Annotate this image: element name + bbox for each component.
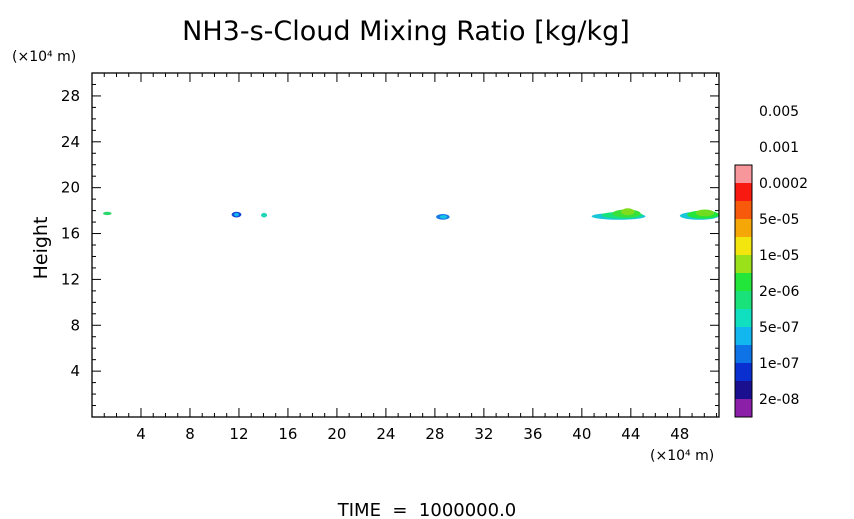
cloud-layer-5-2 [695,209,715,217]
y-tick-label-2: 12 [61,270,80,288]
colorbar-label-1: 1e-07 [759,356,799,372]
x-tick-label-4: 20 [327,425,346,443]
y-axis-label: Height [30,217,52,280]
chart-title: NH3-s-Cloud Mixing Ratio [kg/kg] [182,16,630,47]
cloud-layer-0-0 [103,211,112,216]
colorbar-label-4: 1e-05 [759,248,799,264]
x-tick-label-10: 44 [621,425,640,443]
colorbar-label-0: 2e-08 [759,392,799,408]
cloud-feature-0 [103,211,112,216]
x-tick-label-9: 40 [572,425,591,443]
colorbar-label-5: 5e-05 [759,212,799,228]
cloud-feature-4 [591,208,646,220]
colorbar-swatch-9 [735,237,752,255]
colorbar-label-2: 5e-07 [759,320,799,336]
cloud-features [103,208,719,220]
x-tick-label-5: 24 [376,425,395,443]
cloud-layer-4-3 [621,208,635,216]
cloud-feature-2 [260,212,268,218]
colorbar-label-3: 2e-06 [759,284,799,300]
y-tick-label-0: 4 [70,362,80,380]
colorbar-swatch-0 [735,399,752,417]
x-tick-label-7: 32 [474,425,493,443]
x-tick-label-6: 28 [425,425,444,443]
colorbar-frame [734,164,753,418]
cloud-feature-5 [679,209,719,220]
x-tick-label-3: 16 [278,425,297,443]
y-tick-label-1: 8 [70,316,80,334]
colorbar-swatch-11 [735,201,752,219]
y-tick-label-5: 24 [61,133,80,151]
x-tick-label-8: 36 [523,425,542,443]
cloud-feature-1 [231,211,242,218]
plot-frame [91,72,720,418]
colorbar-label-6: 0.0002 [759,176,808,192]
cloud-layer-2-0 [260,212,268,218]
cloud-layer-3-1 [439,215,448,219]
colorbar-swatch-3 [735,345,752,363]
colorbar-swatch-2 [735,363,752,381]
y-tick-label-3: 16 [61,225,80,243]
x-tick-label-0: 4 [136,425,146,443]
x-tick-label-1: 8 [185,425,195,443]
cloud-feature-3 [436,214,450,220]
colorbar-swatch-6 [735,291,752,309]
x-tick-label-11: 48 [670,425,689,443]
y-tick-label-4: 20 [61,179,80,197]
colorbar-swatch-5 [735,309,752,327]
colorbar-swatch-8 [735,255,752,273]
colorbar-swatch-4 [735,327,752,345]
colorbar-swatch-13 [735,165,752,183]
colorbar-swatch-12 [735,183,752,201]
colorbar-swatch-1 [735,381,752,399]
x-axis-unit: (×10⁴ m) [650,448,714,464]
cloud-layer-1-1 [234,212,239,217]
x-tick-label-2: 12 [229,425,248,443]
colorbar-label-7: 0.001 [759,140,799,156]
y-tick-label-6: 28 [61,87,80,105]
colorbar-swatch-7 [735,273,752,291]
time-label: TIME = 1000000.0 [337,500,517,519]
y-axis-unit: (×10⁴ m) [12,49,76,65]
colorbar: 2e-08 1e-07 5e-07 2e-06 1e-05 5e-05 0.0002 0.00… [734,104,808,418]
colorbar-label-8: 0.005 [759,104,799,120]
colorbar-swatch-10 [735,219,752,237]
